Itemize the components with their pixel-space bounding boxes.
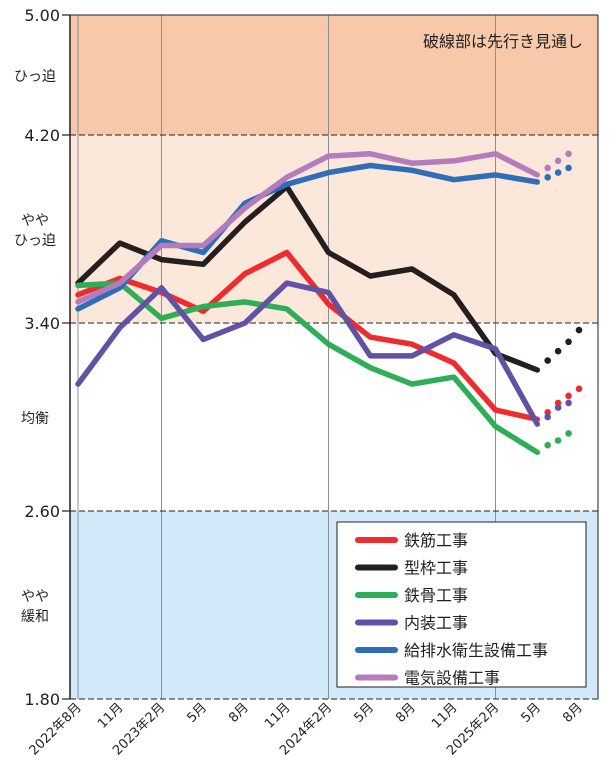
projection-dot bbox=[555, 348, 562, 355]
y-tick-label: 5.00 bbox=[24, 6, 60, 25]
projection-dot bbox=[544, 174, 551, 181]
y-tick-label: 3.40 bbox=[24, 314, 60, 333]
legend-label: 型枠工事 bbox=[404, 559, 468, 578]
x-tick-label: 5月 bbox=[351, 700, 377, 726]
band-label: やや bbox=[21, 213, 49, 229]
projection-dot bbox=[565, 151, 572, 158]
projection-dot bbox=[555, 437, 562, 444]
projection-dot bbox=[544, 165, 551, 172]
projection-dot bbox=[565, 165, 572, 172]
legend-label: 内装工事 bbox=[404, 614, 468, 633]
y-tick-label: 4.20 bbox=[24, 126, 60, 145]
projection-dot bbox=[565, 393, 572, 400]
x-tick-label: 5月 bbox=[518, 700, 544, 726]
projection-dot bbox=[544, 357, 551, 364]
band-label: やや bbox=[21, 589, 49, 605]
x-tick-label: 11月 bbox=[95, 700, 126, 731]
band-label: ひっ迫 bbox=[14, 69, 56, 85]
band-label: 均衡 bbox=[21, 411, 49, 427]
legend-label: 鉄骨工事 bbox=[404, 586, 468, 605]
projection-dot bbox=[565, 339, 572, 346]
band-label: 緩和 bbox=[21, 609, 49, 625]
x-tick-label: 11月 bbox=[429, 700, 460, 731]
x-tick-label: 8月 bbox=[393, 700, 419, 726]
band-label: ひっ迫 bbox=[14, 233, 56, 249]
projection-dot bbox=[544, 414, 551, 421]
projection-dot bbox=[555, 158, 562, 165]
x-tick-label: 5月 bbox=[184, 700, 210, 726]
projection-dot bbox=[555, 404, 562, 411]
projection-dot bbox=[576, 386, 583, 393]
annotation-text: 破線部は先行き見通し bbox=[423, 32, 583, 51]
legend-label: 給排水衛生設備工事 bbox=[404, 641, 548, 660]
projection-dot bbox=[544, 442, 551, 449]
y-tick-label: 1.80 bbox=[24, 690, 60, 709]
projection-dot bbox=[565, 430, 572, 437]
x-tick-label: 8月 bbox=[226, 700, 252, 726]
y-tick-label: 2.60 bbox=[24, 502, 60, 521]
legend-label: 鉄筋工事 bbox=[404, 531, 468, 550]
projection-dot bbox=[576, 327, 583, 334]
x-tick-label: 8月 bbox=[560, 700, 586, 726]
projection-dot bbox=[555, 169, 562, 176]
legend-label: 電気設備工事 bbox=[404, 669, 500, 688]
projection-dot bbox=[565, 400, 572, 407]
x-tick-label: 11月 bbox=[262, 700, 293, 731]
